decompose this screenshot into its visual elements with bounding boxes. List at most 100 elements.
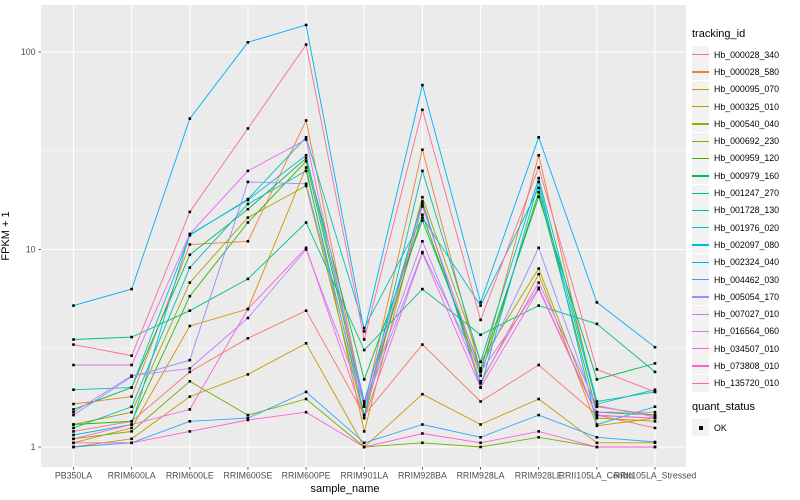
data-point bbox=[421, 216, 424, 219]
data-point bbox=[72, 445, 75, 449]
legend-key-line-icon bbox=[692, 192, 709, 194]
data-point bbox=[653, 413, 657, 417]
data-point bbox=[653, 405, 657, 408]
legend-item-label: Hb_073808_010 bbox=[714, 360, 780, 371]
data-point bbox=[653, 390, 657, 394]
data-point bbox=[72, 388, 75, 391]
data-point bbox=[72, 304, 75, 307]
data-point bbox=[362, 445, 366, 449]
data-point bbox=[421, 108, 424, 112]
legend-item-label: Hb_034507_010 bbox=[714, 343, 780, 354]
data-point bbox=[653, 345, 657, 349]
legend-item-label: Hb_001728_130 bbox=[714, 205, 780, 216]
legend-key-line-icon bbox=[692, 296, 709, 298]
data-point bbox=[130, 430, 133, 433]
legend-item-Hb_000028_580: Hb_000028_580 bbox=[692, 63, 800, 81]
x-tick-label: RRIM600LA bbox=[108, 471, 156, 481]
legend-item-Hb_034507_010: Hb_034507_010 bbox=[692, 340, 800, 358]
data-point bbox=[537, 154, 540, 157]
legend-item-label: Hb_000692_230 bbox=[714, 136, 780, 147]
legend-key-line-icon bbox=[692, 54, 709, 56]
data-point bbox=[595, 404, 599, 407]
data-point bbox=[595, 368, 599, 371]
quant-legend-title: quant_status bbox=[692, 400, 755, 413]
data-point bbox=[246, 416, 250, 420]
data-point bbox=[188, 294, 192, 298]
data-point bbox=[304, 182, 308, 186]
data-point bbox=[130, 405, 133, 408]
data-point bbox=[421, 83, 424, 87]
data-point bbox=[188, 380, 192, 383]
legend-key-line-icon bbox=[692, 330, 709, 333]
legend-key-line-icon bbox=[692, 279, 709, 281]
data-point bbox=[246, 180, 250, 184]
data-point bbox=[130, 420, 133, 423]
legend-key-line-icon bbox=[692, 365, 709, 367]
data-point bbox=[595, 414, 599, 417]
legend-item-Hb_000979_160: Hb_000979_160 bbox=[692, 167, 800, 185]
y-axis-title: FPKM + 1 bbox=[0, 211, 12, 261]
data-point bbox=[537, 436, 540, 439]
data-point bbox=[537, 272, 540, 276]
data-point bbox=[421, 202, 424, 206]
data-point bbox=[537, 180, 540, 184]
data-point bbox=[304, 138, 308, 141]
legend-key-box bbox=[692, 80, 709, 98]
legend-item-Hb_001728_130: Hb_001728_130 bbox=[692, 201, 800, 219]
data-point bbox=[479, 386, 482, 389]
x-tick-label: RRIM600PE bbox=[282, 471, 331, 481]
legend-item-label: Hb_000959_120 bbox=[714, 153, 780, 164]
legend-key-box bbox=[692, 357, 709, 375]
data-point bbox=[130, 395, 133, 398]
data-point bbox=[72, 423, 75, 426]
data-point bbox=[537, 397, 540, 401]
data-point bbox=[246, 316, 250, 320]
data-point bbox=[479, 423, 482, 426]
x-tick-label: RRIM901LA bbox=[340, 471, 388, 481]
x-tick-label: RRIM928LE bbox=[515, 471, 563, 481]
data-point bbox=[188, 370, 192, 374]
x-tick-label: RRIM600SE bbox=[224, 471, 273, 481]
legend-item-label: Hb_000028_580 bbox=[714, 66, 780, 77]
data-point bbox=[72, 338, 75, 341]
data-point bbox=[479, 380, 482, 383]
legend-key-box bbox=[692, 288, 709, 306]
data-point bbox=[595, 436, 599, 439]
data-point bbox=[188, 266, 192, 269]
legend-item-Hb_007027_010: Hb_007027_010 bbox=[692, 305, 800, 323]
data-point bbox=[421, 343, 424, 346]
data-point bbox=[304, 156, 308, 160]
data-point bbox=[362, 441, 366, 445]
data-point bbox=[479, 382, 482, 385]
data-point bbox=[537, 413, 540, 417]
data-point bbox=[421, 205, 424, 208]
data-point bbox=[421, 251, 424, 255]
legend-key-box bbox=[692, 149, 709, 167]
data-point bbox=[246, 337, 250, 340]
data-point bbox=[362, 402, 366, 406]
data-point bbox=[362, 348, 366, 352]
data-point bbox=[188, 281, 192, 284]
data-point bbox=[595, 402, 599, 406]
quant-legend-label: OK bbox=[714, 422, 727, 433]
data-point bbox=[421, 213, 424, 216]
data-point bbox=[130, 410, 133, 414]
data-point bbox=[653, 416, 657, 420]
data-point bbox=[595, 445, 599, 449]
data-point bbox=[130, 287, 133, 291]
data-point bbox=[188, 367, 192, 370]
data-point bbox=[188, 243, 192, 246]
data-point bbox=[304, 119, 308, 122]
legend-item-label: Hb_002324_040 bbox=[714, 257, 780, 268]
data-point bbox=[246, 127, 250, 130]
data-point bbox=[188, 324, 192, 328]
data-point bbox=[130, 386, 133, 389]
data-point bbox=[479, 333, 482, 337]
data-point bbox=[537, 267, 540, 270]
data-point bbox=[479, 301, 482, 304]
data-point bbox=[421, 169, 424, 173]
legend-item-Hb_000540_040: Hb_000540_040 bbox=[692, 115, 800, 133]
legend-item-Hb_005054_170: Hb_005054_170 bbox=[692, 288, 800, 306]
legend-item-Hb_073808_010: Hb_073808_010 bbox=[692, 357, 800, 375]
